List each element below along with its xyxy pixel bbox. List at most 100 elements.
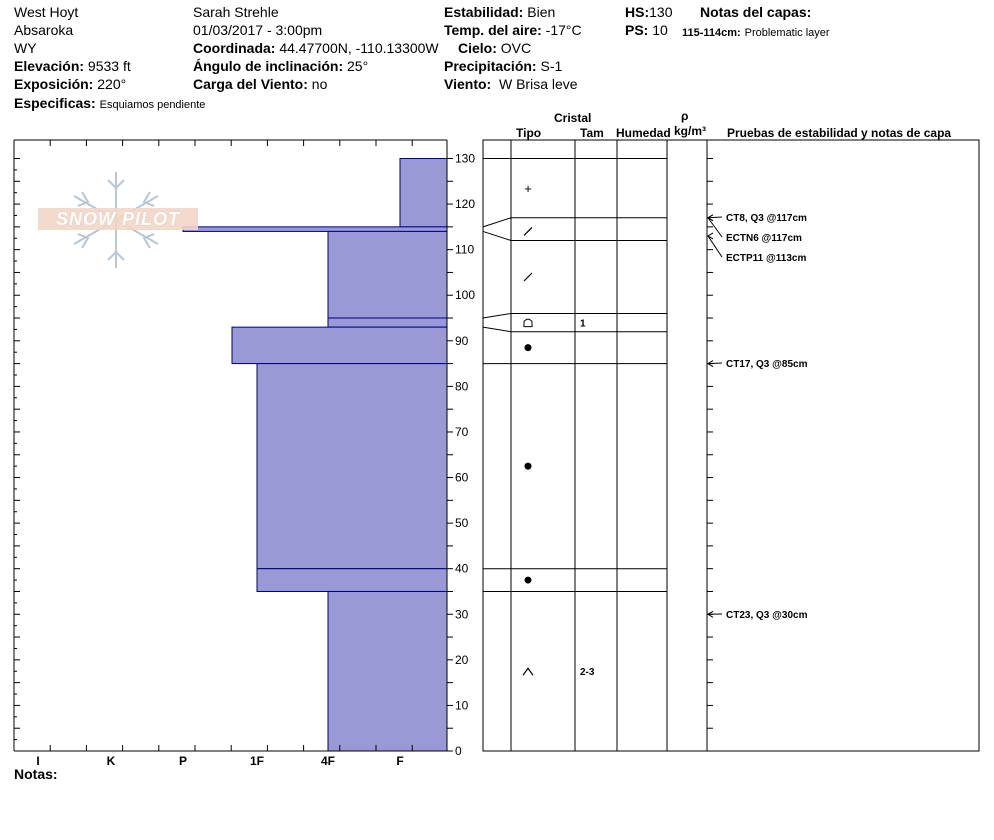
hardness-bar xyxy=(327,590,448,752)
depth-tick-label: 90 xyxy=(455,334,469,348)
wind-load-field: Carga del Viento: no xyxy=(193,76,327,92)
sky-field: Cielo: OVC xyxy=(458,40,531,56)
density-unit-header: kg/m³ xyxy=(674,124,707,138)
layer-connector xyxy=(482,230,512,242)
depth-tick-label: 10 xyxy=(455,698,469,712)
aspect-label: Exposición: xyxy=(14,76,94,92)
layer-note-range: 115-114cm: xyxy=(682,27,741,39)
crystal-marks: +1 2-3 xyxy=(522,181,595,678)
elevation-value: 9533 ft xyxy=(87,58,131,74)
wind-field: Viento: W Brisa leve xyxy=(444,76,578,92)
depth-tick-label: 0 xyxy=(455,744,462,758)
hs-field: HS:130 xyxy=(625,4,672,20)
stability-label: Estabilidad: xyxy=(444,4,524,20)
depth-tick-label: 130 xyxy=(455,151,475,165)
crystal-size-label: 2-3 xyxy=(580,667,595,678)
test-label: CT23, Q3 @30cm xyxy=(726,610,808,621)
slope-angle-field: Ángulo de inclinación: 25° xyxy=(193,58,368,74)
wind-load-value: no xyxy=(311,76,328,92)
hardness-label: P xyxy=(179,754,187,768)
test-arrow-head xyxy=(707,214,714,222)
depth-tick-label: 80 xyxy=(455,379,469,393)
precipitation-value: S-1 xyxy=(540,58,563,74)
state: WY xyxy=(14,40,37,56)
hardness-bar xyxy=(256,568,448,592)
depth-tick-label: 100 xyxy=(455,288,475,302)
snowpilot-logo: SNOW PILOT xyxy=(36,170,200,270)
ps-field: PS: 10 xyxy=(625,22,668,38)
coordinate-value: 44.47700N, -110.13300W xyxy=(279,40,439,56)
hardness-label: K xyxy=(107,754,116,768)
crystal-newsnow-icon: + xyxy=(524,181,532,196)
test-arrow-line xyxy=(707,362,723,365)
depth-tick-label: 70 xyxy=(455,425,469,439)
slope-angle-value: 25° xyxy=(347,58,369,74)
rho-header: ρ xyxy=(681,109,689,123)
crystal-decomposing-icon xyxy=(523,226,533,236)
hardness-bar xyxy=(182,226,448,232)
layer-notes-label: Notas del capas: xyxy=(700,4,812,20)
crystal-decomposing-icon xyxy=(523,272,533,282)
elevation-label: Elevación: xyxy=(14,58,85,74)
depth-tick-label: 60 xyxy=(455,471,469,485)
crystal-depthhoar-icon xyxy=(522,667,534,676)
hs-value: 130 xyxy=(649,4,673,20)
test-arrow-head xyxy=(707,360,714,368)
logo-text: SNOW PILOT xyxy=(56,209,180,229)
depth-tick-label: 30 xyxy=(455,607,469,621)
hardness-label: F xyxy=(396,754,403,768)
test-arrow-line xyxy=(707,216,723,219)
layer-lines xyxy=(482,157,667,592)
tam-header: Tam xyxy=(580,126,604,140)
layer-connector xyxy=(482,326,512,333)
hardness-bar xyxy=(256,363,448,570)
depth-tick-label: 120 xyxy=(455,197,475,211)
precipitation-field: Precipitación: S-1 xyxy=(444,58,562,74)
aspect-value: 220° xyxy=(97,76,127,92)
precipitation-label: Precipitación: xyxy=(444,58,537,74)
wind-label: Viento: xyxy=(444,76,492,92)
observation-datetime: 01/03/2017 - 3:00pm xyxy=(193,22,323,38)
test-annotations: CT8, Q3 @117cm ECTN6 @117cm ECTP11 @113cm C… xyxy=(707,213,808,621)
test-arrow-line xyxy=(707,235,723,258)
location-name: West Hoyt xyxy=(14,4,79,20)
test-label: ECTP11 @113cm xyxy=(726,253,806,264)
hardness-label: 1F xyxy=(250,754,264,768)
depth-tick-label: 20 xyxy=(455,653,469,667)
mountain-range: Absaroka xyxy=(14,22,74,38)
slope-angle-label: Ángulo de inclinación: xyxy=(193,58,344,74)
cristal-header: Cristal xyxy=(554,111,592,125)
observer-name: Sarah Strehle xyxy=(193,4,279,20)
test-arrow-line xyxy=(707,217,723,238)
hs-label: HS: xyxy=(625,4,650,20)
layer-table-frame xyxy=(482,139,980,752)
depth-tick-label: 50 xyxy=(455,516,469,530)
test-label: CT8, Q3 @117cm xyxy=(726,213,807,224)
depth-tick-label: 40 xyxy=(455,562,469,576)
elevation-field: Elevación: 9533 ft xyxy=(14,58,131,74)
test-arrow-head xyxy=(707,610,714,618)
specifics-value: Esquiamos pendiente xyxy=(99,99,206,111)
aspect-field: Exposición: 220° xyxy=(14,76,126,92)
crystal-rounded-icon xyxy=(524,462,532,470)
crystal-rounded-icon xyxy=(524,576,532,584)
layer-connector xyxy=(482,312,512,319)
test-label: ECTN6 @117cm xyxy=(726,233,802,244)
air-temp-field: Temp. del aire: -17°C xyxy=(444,22,582,38)
stability-field: Estabilidad: Bien xyxy=(444,4,555,20)
coordinate-field: Coordinada: 44.47700N, -110.13300W xyxy=(193,40,439,56)
hardness-bar xyxy=(231,326,448,365)
humedad-header: Humedad xyxy=(616,126,671,140)
specifics-field: Especificas: Esquiamos pendiente xyxy=(14,95,205,113)
notes-label: Notas: xyxy=(14,766,58,782)
layer-note: 115-114cm: Problematic layer xyxy=(682,23,830,41)
hardness-label: I xyxy=(36,754,39,768)
crystal-rounded-icon xyxy=(524,344,532,352)
hardness-label: 4F xyxy=(321,754,335,768)
hardness-bar xyxy=(327,317,448,328)
stability-value: Bien xyxy=(527,4,556,20)
ps-value: 10 xyxy=(652,22,668,38)
layer-connector xyxy=(482,217,512,228)
tipo-header: Tipo xyxy=(516,126,542,140)
